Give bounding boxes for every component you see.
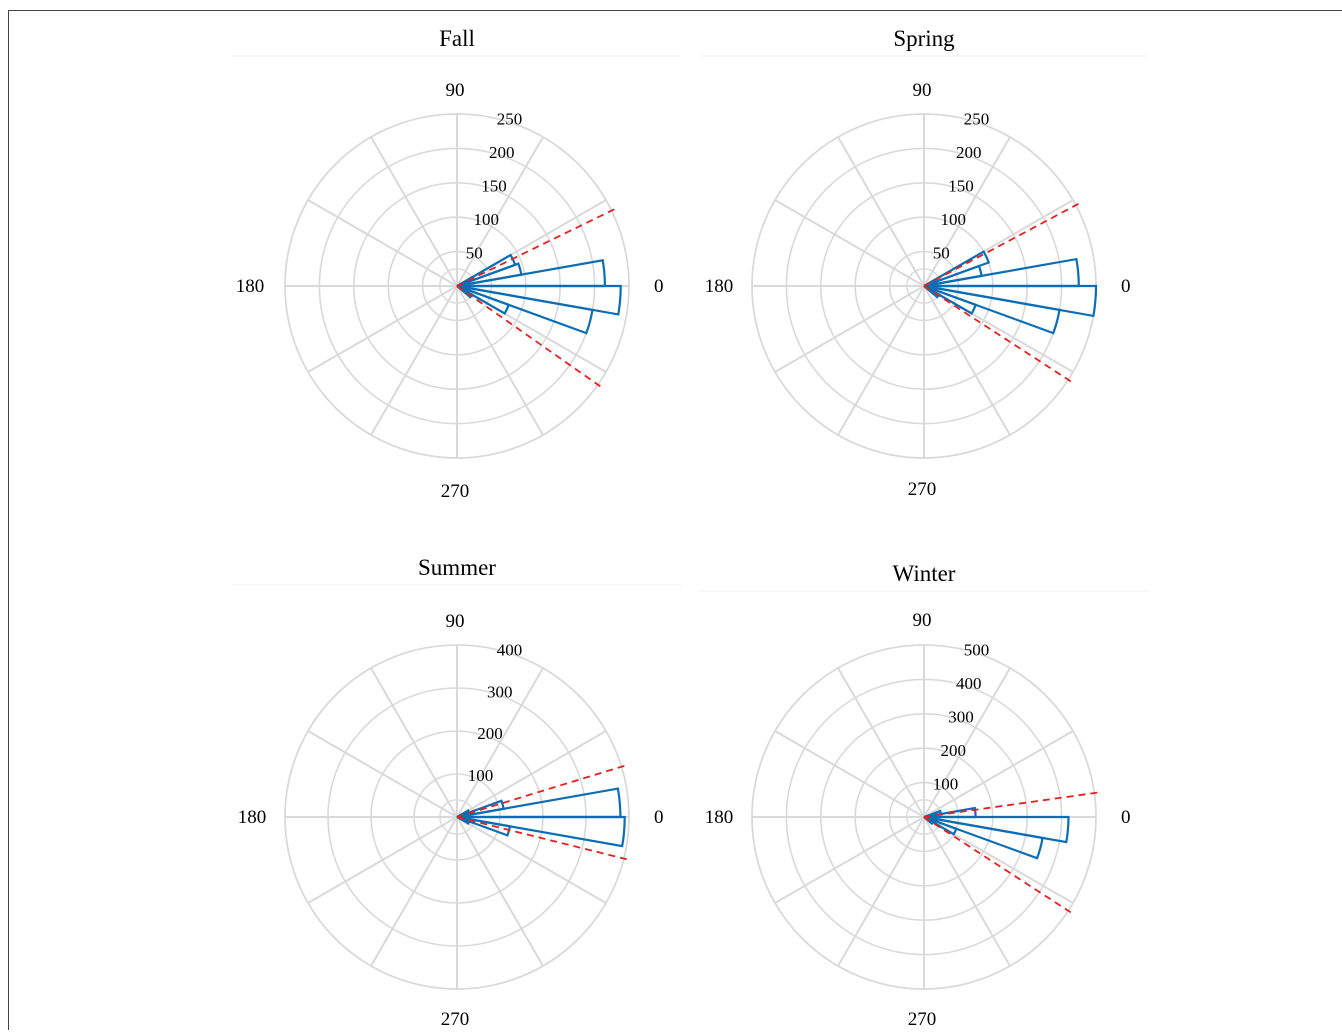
grid-spoke xyxy=(456,816,544,967)
histogram-bar xyxy=(456,284,594,335)
grid-spoke xyxy=(456,816,607,904)
limit-line xyxy=(923,791,1098,818)
limit-line xyxy=(923,816,1072,914)
grid-spoke xyxy=(456,136,544,287)
angle-label-270: 270 xyxy=(908,479,937,500)
histogram-bar xyxy=(923,815,1044,860)
angle-label-180: 180 xyxy=(238,807,267,828)
angle-label-270: 270 xyxy=(441,481,470,502)
frame-top-border xyxy=(8,10,1342,11)
histogram-bar xyxy=(923,815,1070,844)
histogram-bar xyxy=(456,815,626,848)
grid-spoke xyxy=(774,816,925,904)
grid-spoke xyxy=(923,285,1011,436)
radial-tick-label: 200 xyxy=(477,724,503,743)
polar-chart-spring: Spring 0 90 180 270 50 100 150 200 250 xyxy=(699,26,1149,500)
angle-label-180: 180 xyxy=(705,276,734,297)
limit-line xyxy=(923,285,1072,383)
chart-title: Spring xyxy=(893,26,955,51)
grid-spoke xyxy=(923,136,1011,287)
grid-spoke xyxy=(456,730,607,818)
radial-tick-label: 300 xyxy=(487,682,513,701)
grid-spoke xyxy=(774,285,925,373)
radial-tick-label: 400 xyxy=(956,674,982,693)
histogram-bar xyxy=(456,284,511,316)
frame-left-border xyxy=(8,10,9,1030)
angle-label-90: 90 xyxy=(446,80,465,101)
radial-tick-label: 100 xyxy=(468,766,494,785)
grid-spoke xyxy=(837,816,925,967)
grid-spoke xyxy=(837,136,925,287)
radial-tick-label: 250 xyxy=(497,109,523,128)
radial-tick-label: 200 xyxy=(941,741,967,760)
limit-line xyxy=(923,202,1080,287)
angle-label-0: 0 xyxy=(654,807,664,828)
grid-spoke xyxy=(307,285,458,373)
grid-spoke xyxy=(307,199,458,287)
radial-tick-label: 200 xyxy=(489,143,515,162)
polar-chart-winter: Winter 0 90 180 270 100 200 300 400 500 xyxy=(699,561,1149,1030)
limit-line xyxy=(456,816,628,861)
radial-tick-label: 400 xyxy=(497,640,523,659)
angle-label-0: 0 xyxy=(1121,807,1131,828)
histogram-bar xyxy=(456,815,471,826)
angle-label-0: 0 xyxy=(654,276,664,297)
histogram-bar xyxy=(923,815,958,836)
radial-tick-label: 300 xyxy=(948,707,974,726)
angle-label-90: 90 xyxy=(913,80,932,101)
grid-spoke xyxy=(370,285,458,436)
grid-spoke xyxy=(370,816,458,967)
polar-chart-summer: Summer 0 90 180 270 100 200 300 400 xyxy=(232,555,682,1030)
grid-spoke xyxy=(923,730,1074,818)
radial-tick-label: 50 xyxy=(466,244,483,263)
grid-spoke xyxy=(456,667,544,818)
grid-spoke xyxy=(370,667,458,818)
angle-label-180: 180 xyxy=(705,807,734,828)
grid-spoke xyxy=(307,816,458,904)
angle-label-270: 270 xyxy=(441,1009,470,1030)
angle-label-180: 180 xyxy=(236,276,265,297)
histogram-bar xyxy=(923,816,935,826)
limit-line xyxy=(456,208,616,287)
radial-tick-label: 250 xyxy=(964,109,990,128)
grid-spoke xyxy=(456,285,544,436)
histogram-bar xyxy=(456,815,512,837)
grid-spoke xyxy=(370,136,458,287)
grid-spoke xyxy=(837,667,925,818)
angle-label-90: 90 xyxy=(446,611,465,632)
polar-chart-fall: Fall 0 90 180 270 50 100 150 200 250 xyxy=(232,26,682,502)
chart-title: Fall xyxy=(439,26,475,51)
grid-spoke xyxy=(837,285,925,436)
chart-title: Summer xyxy=(418,555,496,580)
chart-title: Winter xyxy=(893,561,956,586)
radial-tick-label: 100 xyxy=(941,210,967,229)
grid-spoke xyxy=(307,730,458,818)
limit-line xyxy=(456,764,626,818)
radial-tick-label: 50 xyxy=(933,244,950,263)
histogram-bar xyxy=(923,284,1061,335)
histogram-bar xyxy=(456,284,622,316)
radial-tick-label: 150 xyxy=(481,176,507,195)
radial-tick-label: 100 xyxy=(933,775,959,794)
angle-label-90: 90 xyxy=(913,610,932,631)
radial-tick-label: 150 xyxy=(948,176,974,195)
radial-tick-label: 100 xyxy=(474,210,500,229)
angle-label-0: 0 xyxy=(1121,276,1131,297)
grid-spoke xyxy=(774,730,925,818)
limit-line xyxy=(456,285,602,388)
grid-spoke xyxy=(923,816,1011,967)
grid-spoke xyxy=(774,199,925,287)
radial-tick-label: 500 xyxy=(964,640,990,659)
histogram-bar xyxy=(923,284,1098,318)
grid-spoke xyxy=(923,667,1011,818)
histogram-bar xyxy=(923,284,978,316)
histogram-bar xyxy=(923,250,991,288)
angle-label-270: 270 xyxy=(908,1009,937,1030)
radial-tick-label: 200 xyxy=(956,143,982,162)
